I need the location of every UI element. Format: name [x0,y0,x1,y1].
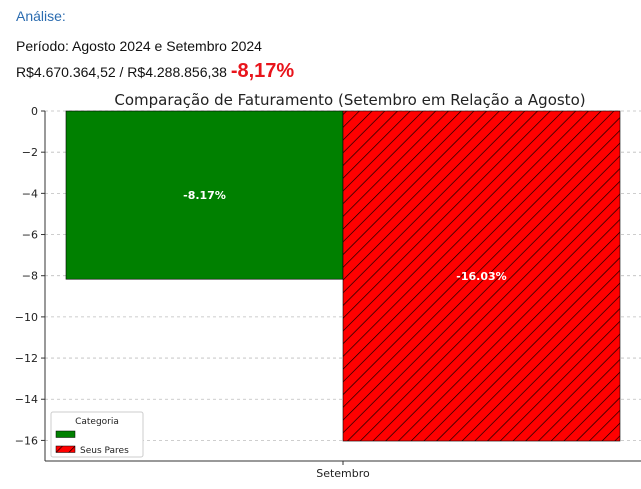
legend-swatch [55,430,76,438]
revenue-values-text: R$4.670.364,52 / R$4.288.856,38 [16,64,227,80]
legend-swatch [55,445,76,453]
chart-title: Comparação de Faturamento (Setembro em R… [114,91,585,109]
legend: Categoria Seus Pares [50,411,144,458]
percent-change: -8,17% [230,60,295,82]
legend-title: Categoria [75,417,119,427]
revenue-comparison-chart: Comparação de Faturamento (Setembro em R… [15,91,641,480]
y-tick-label: −10 [15,311,38,324]
y-tick-label: −2 [22,146,38,159]
y-tick-label: −12 [15,352,38,365]
axes: 0 −2 −4 −6 −8 −10 −12 −14 −16 Setembro [15,105,641,480]
bar-label: -16.03% [456,270,506,283]
y-tick-label: 0 [31,105,38,118]
y-tick-label: −6 [22,229,38,242]
bar-2 [342,110,621,442]
bar-1 [65,110,344,280]
y-tick-label: −14 [15,393,38,406]
y-tick-label: −8 [22,270,38,283]
bar-label: -8.17% [183,189,226,202]
period-text: Período: Agosto 2024 e Setembro 2024 [16,38,262,54]
y-tick-label: −4 [22,187,38,200]
analysis-label: Análise: [16,8,66,24]
x-tick-label: Setembro [316,467,370,480]
legend-label: Seus Pares [80,446,129,456]
bars: -8.17% -16.03% [65,110,621,442]
revenue-values: R$4.670.364,52 / R$4.288.856,38 -8,17% [16,60,294,83]
y-tick-label: −16 [15,434,38,447]
